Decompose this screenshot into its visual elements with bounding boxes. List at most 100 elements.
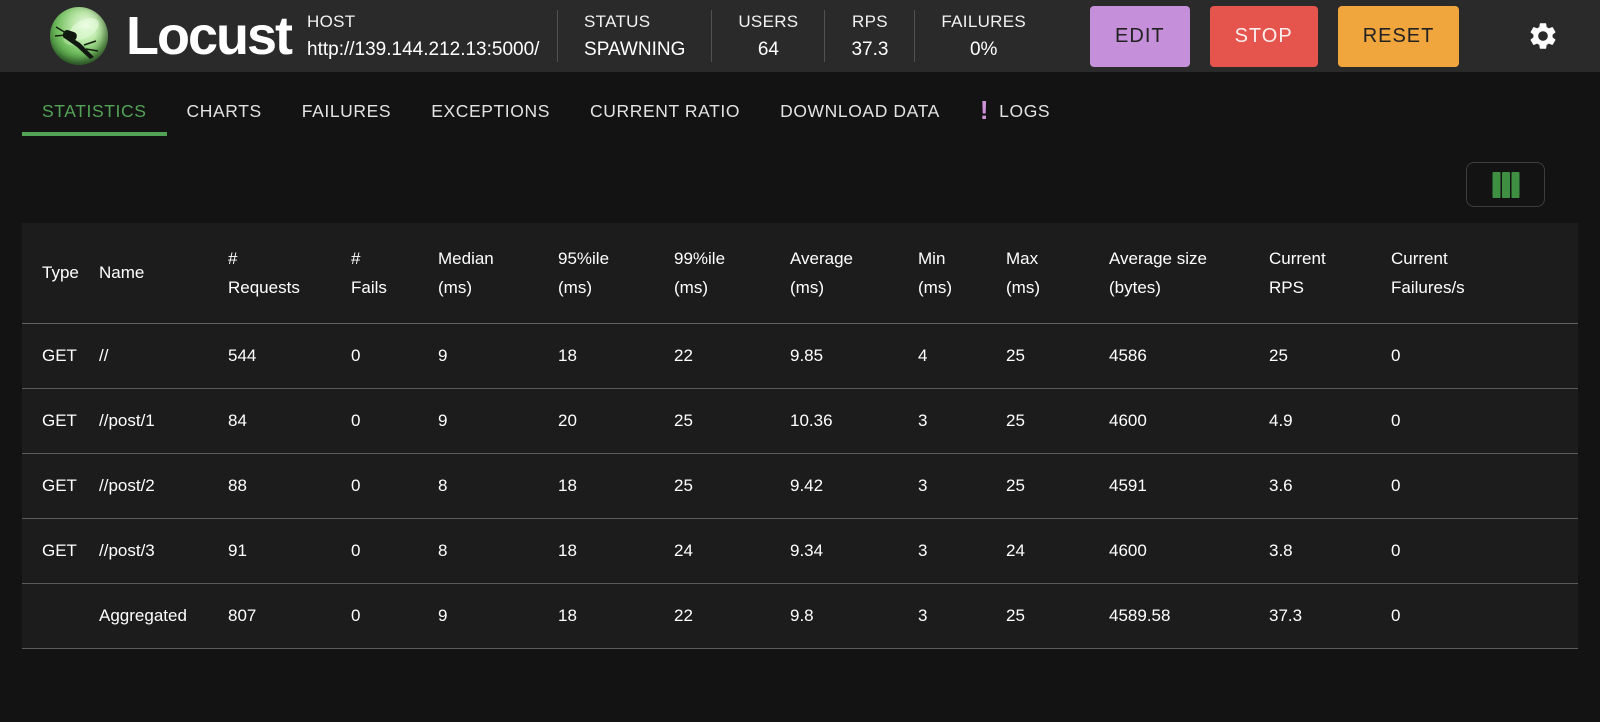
status-label: STATUS bbox=[584, 11, 651, 31]
divider bbox=[711, 10, 713, 62]
logs-alert-icon: ! bbox=[979, 95, 990, 125]
table-cell: 25 bbox=[1006, 388, 1109, 454]
locust-logo-image bbox=[54, 18, 99, 59]
tab-label: FAILURES bbox=[301, 100, 392, 121]
column-header-line: Min bbox=[918, 248, 946, 268]
table-cell: 84 bbox=[228, 388, 351, 454]
table-cell: 0 bbox=[1391, 388, 1578, 454]
column-header-line: Current bbox=[1269, 248, 1326, 268]
divider bbox=[557, 10, 559, 62]
table-cell: 20 bbox=[558, 388, 674, 454]
table-cell: 18 bbox=[558, 323, 674, 389]
column-header-line: (ms) bbox=[674, 277, 708, 297]
column-header-type[interactable]: Type bbox=[22, 223, 99, 324]
table-cell: GET bbox=[22, 518, 99, 584]
rps-label: RPS bbox=[852, 11, 888, 31]
tab-exceptions[interactable]: EXCEPTIONS bbox=[411, 86, 570, 136]
rps-block: RPS 37.3 bbox=[825, 12, 914, 61]
edit-button[interactable]: EDIT bbox=[1090, 5, 1190, 67]
column-header-p95[interactable]: 95%ile (ms) bbox=[558, 223, 674, 324]
column-header-median[interactable]: Median (ms) bbox=[438, 223, 558, 324]
table-cell: 9.8 bbox=[790, 583, 918, 649]
column-header-avg-size[interactable]: Average size (bytes) bbox=[1109, 223, 1269, 324]
settings-button[interactable] bbox=[1525, 18, 1561, 54]
table-cell: 9 bbox=[438, 323, 558, 389]
column-header-name[interactable]: Name bbox=[99, 223, 228, 324]
table-cell: //post/3 bbox=[99, 518, 228, 584]
tab-label: DOWNLOAD DATA bbox=[780, 100, 940, 121]
tab-download-data[interactable]: DOWNLOAD DATA bbox=[760, 86, 960, 136]
table-cell: 4600 bbox=[1109, 388, 1269, 454]
table-body: GET//544 0 9 18 22 9.85 4 25 4586 25 0 GET//post/1 8… bbox=[22, 323, 1578, 649]
failures-value: 0% bbox=[969, 38, 998, 60]
table-cell: 25 bbox=[1006, 453, 1109, 519]
column-header-line: Requests bbox=[228, 277, 300, 297]
users-block: USERS 64 bbox=[712, 12, 824, 61]
tab-bar: STATISTICS CHARTS FAILURES EXCEPTIONS CURREN… bbox=[0, 72, 1600, 158]
table-cell: // bbox=[99, 323, 228, 389]
brand-title: Locust bbox=[126, 6, 293, 66]
gear-icon bbox=[1530, 23, 1556, 49]
table-cell: 807 bbox=[228, 583, 351, 649]
column-header-line: # bbox=[228, 248, 238, 268]
table-cell: 3 bbox=[918, 388, 1006, 454]
table-cell: GET bbox=[22, 323, 99, 389]
table-cell: 24 bbox=[674, 518, 790, 584]
column-header-current-failures[interactable]: Current Failures/s bbox=[1391, 223, 1578, 324]
column-header-line: (ms) bbox=[1006, 277, 1040, 297]
tab-logs[interactable]: ! LOGS bbox=[960, 86, 1070, 136]
table-cell: 0 bbox=[351, 323, 438, 389]
columns-icon bbox=[1492, 171, 1519, 198]
table-cell: 37.3 bbox=[1269, 583, 1391, 649]
tab-failures[interactable]: FAILURES bbox=[282, 86, 411, 136]
table-cell: 9 bbox=[438, 583, 558, 649]
column-header-line: Name bbox=[99, 263, 145, 283]
tab-label: CURRENT RATIO bbox=[590, 100, 741, 121]
failures-label: FAILURES bbox=[941, 11, 1027, 31]
table-cell: 0 bbox=[1391, 583, 1578, 649]
failures-block: FAILURES 0% bbox=[915, 12, 1052, 61]
stop-button[interactable]: STOP bbox=[1209, 5, 1318, 67]
column-header-line: (ms) bbox=[790, 277, 824, 297]
table-cell: 0 bbox=[351, 518, 438, 584]
statistics-table: Type Name # Requests # Fails Median (ms) 95%ile (… bbox=[22, 223, 1578, 649]
table-cell: 3 bbox=[918, 453, 1006, 519]
table-cell: 544 bbox=[228, 323, 351, 389]
table-cell: 4.9 bbox=[1269, 388, 1391, 454]
column-header-line: Median bbox=[438, 248, 494, 268]
table-cell: 9.85 bbox=[790, 323, 918, 389]
column-header-line: (ms) bbox=[918, 277, 952, 297]
tab-current-ratio[interactable]: CURRENT RATIO bbox=[570, 86, 760, 136]
tab-label: EXCEPTIONS bbox=[431, 100, 550, 121]
tab-label: LOGS bbox=[999, 100, 1051, 121]
column-header-min[interactable]: Min (ms) bbox=[918, 223, 1006, 324]
tab-charts[interactable]: CHARTS bbox=[167, 86, 282, 136]
rps-value: 37.3 bbox=[851, 38, 889, 60]
divider bbox=[824, 10, 826, 62]
table-cell: GET bbox=[22, 453, 99, 519]
table-cell: 0 bbox=[351, 388, 438, 454]
table-cell: GET bbox=[22, 388, 99, 454]
column-selector-button[interactable] bbox=[1466, 162, 1545, 207]
table-row: GET//544 0 9 18 22 9.85 4 25 4586 25 0 bbox=[22, 323, 1578, 389]
table-cell: 9 bbox=[438, 388, 558, 454]
table-cell: 4586 bbox=[1109, 323, 1269, 389]
column-header-current-rps[interactable]: Current RPS bbox=[1269, 223, 1391, 324]
status-value: SPAWNING bbox=[584, 38, 686, 60]
tab-statistics[interactable]: STATISTICS bbox=[22, 86, 167, 136]
host-url: http://139.144.212.13:5000/ bbox=[307, 38, 540, 60]
table-cell: 18 bbox=[558, 583, 674, 649]
column-header-fails[interactable]: # Fails bbox=[351, 223, 438, 324]
table-cell: //post/1 bbox=[99, 388, 228, 454]
column-header-requests[interactable]: # Requests bbox=[228, 223, 351, 324]
locust-logo[interactable] bbox=[50, 7, 108, 65]
table-cell: 4589.58 bbox=[1109, 583, 1269, 649]
table-row: GET//post/3 91 0 8 18 24 9.34 3 24 4600 3.8 0 bbox=[22, 518, 1578, 584]
table-cell: 88 bbox=[228, 453, 351, 519]
reset-button[interactable]: RESET bbox=[1337, 5, 1460, 67]
table-cell: 22 bbox=[674, 323, 790, 389]
column-header-p99[interactable]: 99%ile (ms) bbox=[674, 223, 790, 324]
column-header-average[interactable]: Average (ms) bbox=[790, 223, 918, 324]
host-block: HOST http://139.144.212.13:5000/ bbox=[307, 12, 557, 61]
column-header-max[interactable]: Max (ms) bbox=[1006, 223, 1109, 324]
